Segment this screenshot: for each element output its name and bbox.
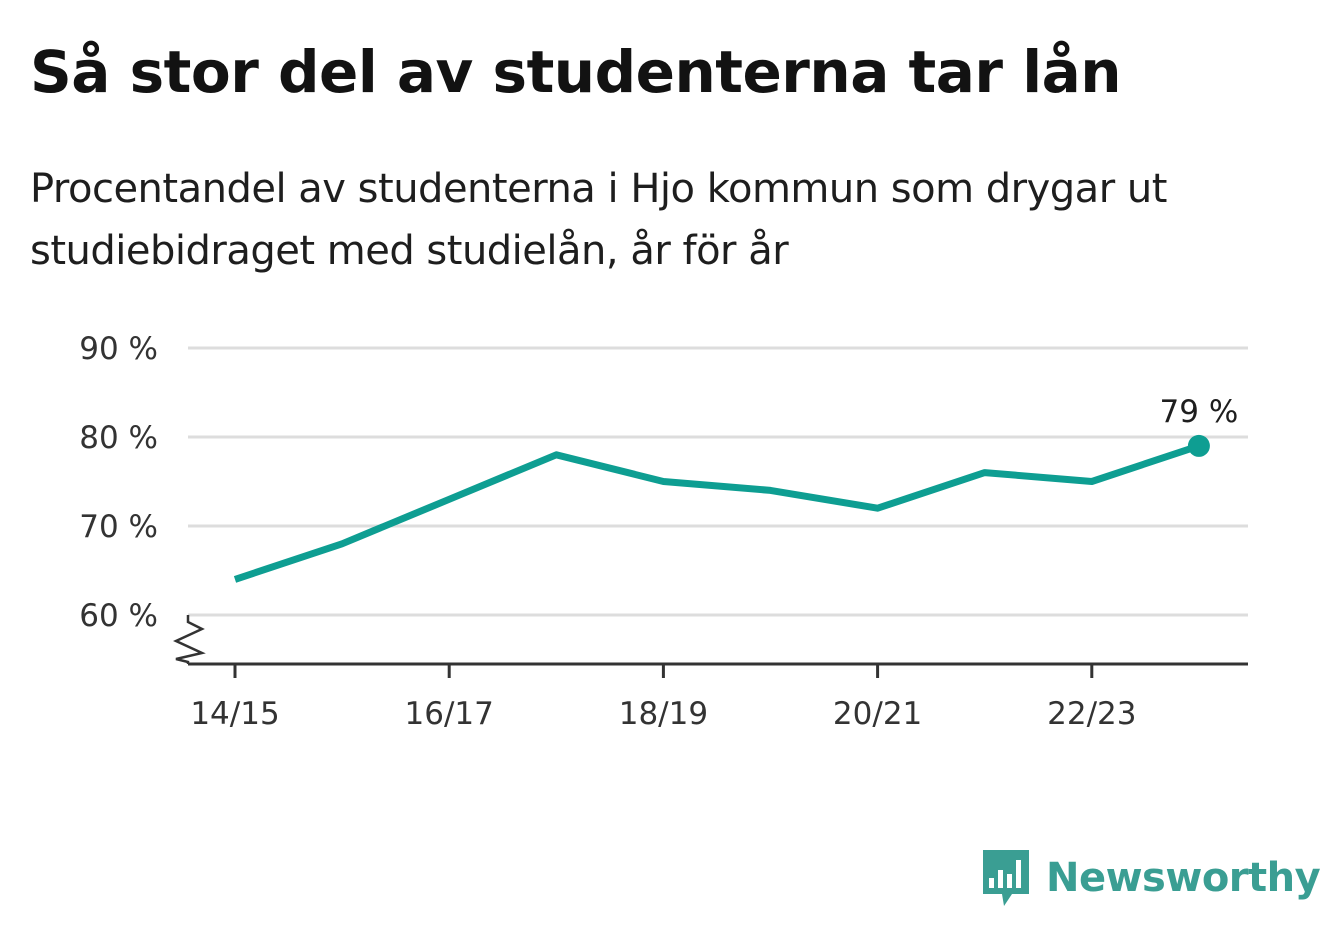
x-tick-label: 14/15: [190, 696, 279, 732]
chart-title: Så stor del av studenterna tar lån: [30, 38, 1122, 106]
x-tick-label: 20/21: [833, 696, 922, 732]
y-tick-label: 80 %: [79, 420, 158, 456]
x-axis: 14/15 16/17 18/19 20/21 22/23: [173, 615, 1248, 732]
brand-name: Newsworthy: [1046, 855, 1321, 901]
last-value-label: 79 %: [1160, 394, 1239, 430]
newsworthy-logo: Newsworthy: [980, 848, 1321, 908]
y-tick-label: 90 %: [79, 331, 158, 367]
bar-chart-speech-bubble-icon: [983, 850, 1029, 906]
y-tick-label: 70 %: [79, 509, 158, 545]
y-tick-label: 60 %: [79, 598, 158, 634]
y-axis-ticks: 60 % 70 % 80 % 90 %: [79, 331, 158, 634]
series-line-path: [233, 442, 1201, 583]
y-axis-break-icon: [173, 615, 206, 664]
x-tick-label: 18/19: [619, 696, 708, 732]
x-tick-label: 22/23: [1047, 696, 1136, 732]
x-tick-label: 16/17: [405, 696, 494, 732]
chart-subtitle: Procentandel av studenterna i Hjo kommun…: [30, 166, 1167, 274]
gridlines: [188, 346, 1248, 617]
series-line: 79 %: [233, 394, 1239, 583]
last-value-point: [1187, 434, 1210, 457]
